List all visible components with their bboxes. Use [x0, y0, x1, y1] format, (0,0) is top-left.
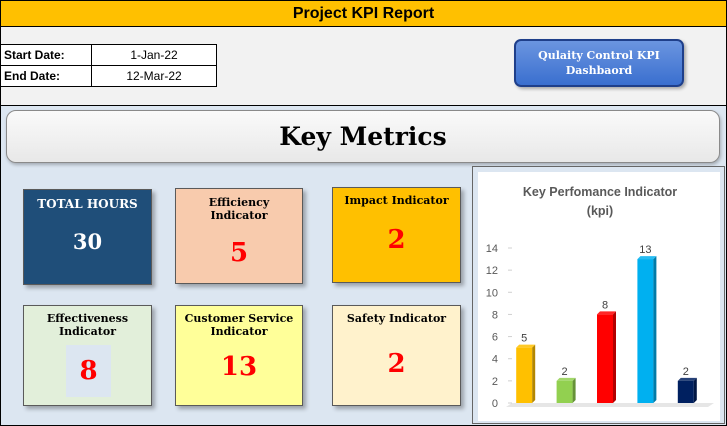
bar-5-side [693, 377, 697, 403]
y-tick-label: 6 [492, 332, 498, 344]
y-tick-label: 2 [492, 376, 498, 388]
bar-3-side [613, 311, 616, 403]
safety-indicator-card: Safety Indicator 2 [332, 305, 461, 406]
total-hours-card: TOTAL HOURS 30 [23, 189, 152, 285]
date-range-table: Start Date: 1-Jan-22 End Date: 12-Mar-22 [0, 44, 217, 87]
kpi-chart-area[interactable]: Key Perfomance Indicator (kpi) 0 2 4 6 8 10 12… [478, 172, 720, 421]
bar-1-top [516, 344, 536, 348]
bar-1-side [532, 344, 536, 403]
bar-2-label: 2 [562, 366, 568, 378]
end-date-value[interactable]: 12-Mar-22 [91, 65, 217, 87]
customer-service-indicator-label: Customer Service Indicator [184, 312, 294, 338]
bar-1-label: 5 [521, 333, 527, 345]
end-date-label: End Date: [0, 65, 92, 87]
chart-floor [506, 403, 714, 407]
effectiveness-value-box: 8 [66, 345, 111, 397]
bar-4-top [637, 256, 657, 260]
efficiency-indicator-card: Efficiency Indicator 5 [175, 188, 303, 284]
bar-3-top [597, 311, 616, 315]
bar-5 [677, 380, 694, 403]
effectiveness-indicator-value: 8 [79, 356, 98, 386]
quality-control-dashboard-label: Qulaity Control KPI Dashbaord [538, 49, 660, 77]
y-tick-label: 10 [486, 287, 498, 299]
safety-indicator-label: Safety Indicator [346, 312, 447, 325]
bar-3 [597, 314, 613, 403]
effectiveness-indicator-label: Effectiveness Indicator [46, 312, 129, 338]
effectiveness-indicator-card: Effectiveness Indicator 8 [23, 305, 152, 406]
y-tick-label: 8 [492, 309, 498, 321]
efficiency-indicator-value: 5 [229, 238, 249, 268]
bar-4 [637, 259, 654, 403]
total-hours-value: 30 [72, 229, 103, 254]
bar-2-side [572, 377, 576, 403]
y-tick-label: 4 [492, 354, 498, 366]
customer-service-indicator-value: 13 [220, 352, 258, 382]
impact-indicator-value: 2 [387, 225, 406, 255]
bar-3-label: 8 [602, 299, 608, 311]
start-date-label: Start Date: [0, 44, 92, 66]
report-title: Project KPI Report [0, 0, 727, 27]
bar-2-top [556, 377, 576, 381]
bar-4-side [653, 256, 657, 403]
bar-5-top [677, 377, 697, 381]
y-tick-label: 0 [492, 398, 498, 410]
key-metrics-title: Key Metrics [279, 122, 447, 151]
start-date-value[interactable]: 1-Jan-22 [91, 44, 217, 66]
efficiency-indicator-label: Efficiency Indicator [208, 196, 270, 222]
y-tick-label: 12 [486, 265, 498, 277]
bar-5-label: 2 [683, 366, 689, 378]
chart-subtitle: (kpi) [587, 204, 613, 218]
bar-4-label: 13 [639, 244, 651, 256]
start-date-row: Start Date: 1-Jan-22 [0, 44, 217, 66]
key-metrics-banner: Key Metrics [6, 110, 720, 163]
impact-indicator-label: Impact Indicator [344, 194, 449, 207]
safety-indicator-value: 2 [387, 349, 406, 379]
total-hours-label: TOTAL HOURS [37, 197, 138, 211]
chart-title: Key Perfomance Indicator [523, 185, 677, 199]
quality-control-dashboard-button[interactable]: Qulaity Control KPI Dashbaord [514, 39, 684, 87]
impact-indicator-card: Impact Indicator 2 [332, 187, 461, 283]
customer-service-indicator-card: Customer Service Indicator 13 [175, 305, 303, 406]
kpi-bar-chart: Key Perfomance Indicator (kpi) 0 2 4 6 8 10 12… [486, 185, 714, 410]
bar-1 [516, 347, 533, 403]
y-tick-label: 14 [486, 243, 498, 255]
end-date-row: End Date: 12-Mar-22 [0, 65, 217, 87]
bar-2 [556, 380, 573, 403]
